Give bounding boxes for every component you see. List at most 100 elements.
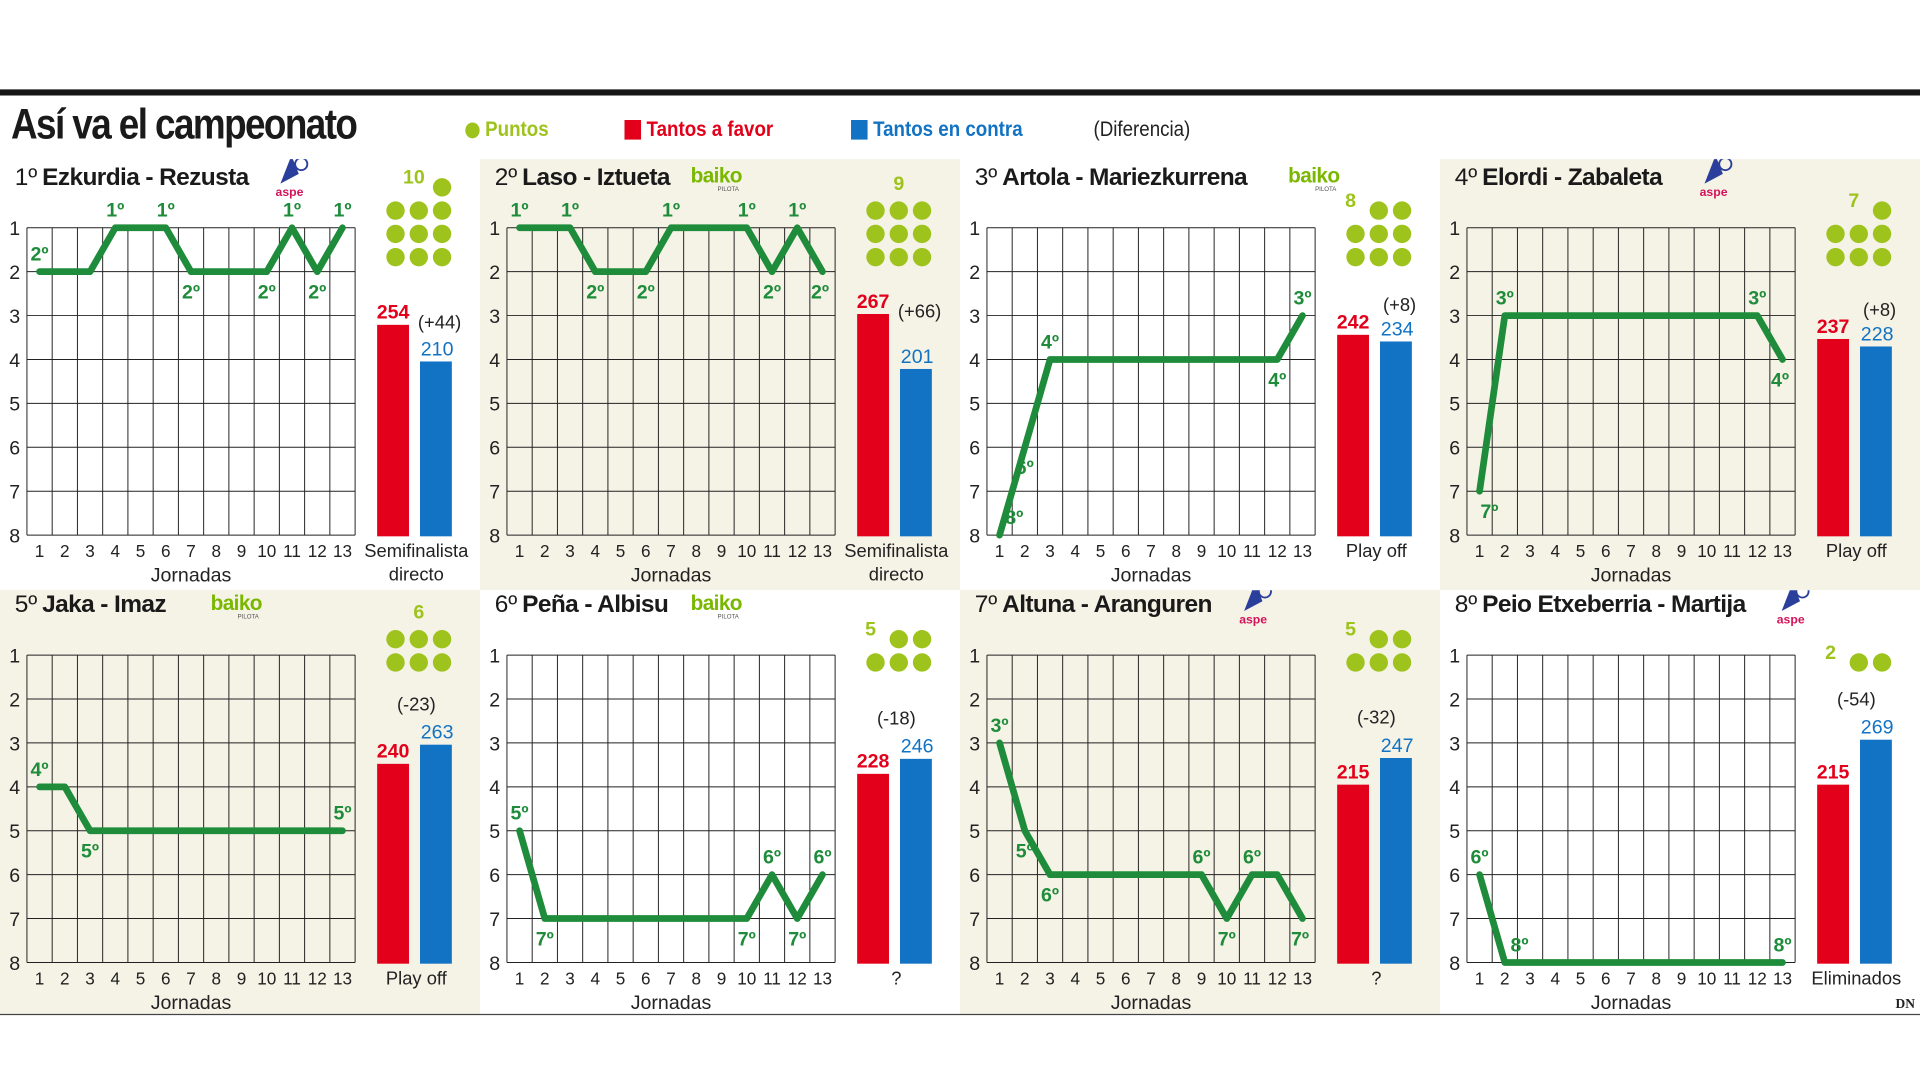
svg-text:aspe: aspe	[1239, 612, 1267, 626]
position-label: 1º	[561, 200, 579, 222]
panel-chart: 8º Peio Etxeberria - Martijaaspe123456781…	[1449, 590, 1901, 1014]
legend-difference-label: (Diferencia)	[1093, 117, 1191, 141]
x-tick-label: 12	[308, 541, 327, 561]
position-label: 6º	[763, 847, 781, 869]
panel-title: 4º Elordi - Zabaleta	[1455, 164, 1663, 191]
position-label: 4º	[1041, 331, 1059, 353]
x-tick-label: 7	[666, 968, 676, 988]
points-count: 8	[1345, 190, 1356, 212]
point-dot	[1872, 224, 1892, 244]
position-label: 5º	[1016, 841, 1034, 863]
position-label: 2º	[586, 282, 604, 304]
panel-title: 1º Ezkurdia - Rezusta	[15, 164, 250, 191]
panel-title: 2º Laso - Iztueta	[495, 164, 671, 191]
point-dot	[1849, 224, 1868, 244]
position-label: 7º	[1291, 928, 1309, 950]
position-label: 4º	[1268, 369, 1286, 391]
x-tick-label: 6	[161, 541, 171, 561]
svg-text:PILOTA: PILOTA	[718, 613, 740, 620]
point-dot	[912, 630, 932, 649]
position-label: 7º	[1218, 928, 1236, 950]
y-tick-label: 1	[9, 218, 20, 240]
point-dot	[386, 653, 405, 672]
x-tick-label: 10	[737, 968, 756, 988]
bar-tantos-a-favor	[857, 773, 889, 964]
point-dot	[1872, 247, 1892, 267]
point-dot	[1849, 653, 1868, 672]
panel-pair: Peña - Albisu	[522, 591, 668, 618]
x-tick-label: 9	[717, 541, 727, 561]
x-tick-label: 2	[1500, 541, 1510, 561]
status-label: Eliminados	[1811, 967, 1901, 988]
bar-tantos-a-favor	[377, 763, 409, 964]
x-tick-label: 13	[333, 968, 352, 988]
position-label: 1º	[738, 200, 756, 222]
panel-5: 5º Jaka - Imaz baiko PILOTA 1 2 3 4 5 6 7 8 1 2 3 4 5 6 7 8…	[0, 590, 481, 1014]
y-tick-label: 6	[9, 865, 20, 887]
point-dot	[386, 201, 405, 220]
against-value-label: 246	[901, 736, 934, 758]
position-line	[36, 783, 346, 835]
x-tick-label: 9	[1677, 541, 1687, 561]
difference-label: (+8)	[1383, 294, 1416, 315]
panel-pair: Ezkurdia - Rezusta	[42, 164, 250, 191]
x-tick-label: 5	[136, 541, 146, 561]
position-label: 3º	[1748, 288, 1766, 310]
point-dot	[866, 653, 885, 672]
against-value-label: 247	[1381, 735, 1414, 757]
y-tick-label: 2	[1449, 262, 1460, 284]
x-tick-label: 12	[1748, 541, 1767, 561]
point-dot	[1346, 224, 1365, 244]
x-tick-label: 4	[111, 968, 121, 988]
x-tick-label: 13	[333, 541, 352, 561]
y-tick-label: 8	[9, 953, 20, 975]
y-tick-label: 7	[489, 482, 500, 504]
panel-rank: 5º	[15, 591, 38, 618]
x-tick-label: 11	[1243, 541, 1261, 561]
against-value-label: 228	[1861, 323, 1894, 345]
bar-tantos-a-favor	[1817, 784, 1849, 964]
position-label: 1º	[106, 200, 124, 222]
x-tick-label: 11	[283, 541, 301, 561]
position-label: 1º	[157, 200, 175, 222]
point-dot	[1346, 653, 1365, 672]
position-label: 6º	[1192, 847, 1210, 869]
x-axis-label: Jornadas	[1111, 992, 1192, 1014]
point-dot	[432, 630, 452, 649]
y-tick-label: 5	[969, 394, 980, 416]
position-label: 1º	[662, 200, 680, 222]
for-swatch-icon	[624, 120, 642, 140]
panel-8: 8º Peio Etxeberria - Martija aspe 1 2 3 4 5 6 7 8 1…	[1440, 590, 1920, 1014]
position-label: 7º	[738, 928, 756, 950]
against-value-label: 234	[1381, 318, 1414, 340]
y-tick-label: 3	[9, 733, 20, 755]
x-tick-label: 12	[1268, 541, 1287, 561]
point-dot	[912, 224, 932, 244]
panel-title: 6º Peña - Albisu	[495, 591, 669, 618]
point-dot	[889, 224, 908, 244]
bar-tantos-a-favor	[1337, 784, 1369, 964]
legend-against: Tantos en contra	[851, 118, 1023, 142]
x-tick-label: 8	[1652, 541, 1662, 561]
y-tick-label: 5	[489, 394, 500, 416]
x-tick-label: 1	[995, 541, 1005, 561]
for-value-label: 215	[1817, 762, 1850, 784]
points-count: 5	[865, 619, 876, 641]
aspe-logo: aspe	[1777, 590, 1810, 626]
panel-3: 3º Artola - Mariezkurrena baiko PILOTA 1 2 3 4 5…	[960, 159, 1441, 591]
x-tick-label: 11	[1723, 541, 1741, 561]
x-tick-label: 6	[641, 541, 651, 561]
x-tick-label: 3	[1045, 968, 1055, 988]
y-tick-label: 8	[969, 525, 980, 547]
panel-rank: 8º	[1455, 591, 1478, 618]
bar-tantos-a-favor	[857, 314, 889, 537]
x-tick-label: 3	[565, 968, 575, 988]
point-dot	[1392, 630, 1412, 649]
position-label: 7º	[1480, 501, 1498, 523]
bar-tantos-en-contra	[420, 361, 452, 537]
y-tick-label: 3	[969, 733, 980, 755]
